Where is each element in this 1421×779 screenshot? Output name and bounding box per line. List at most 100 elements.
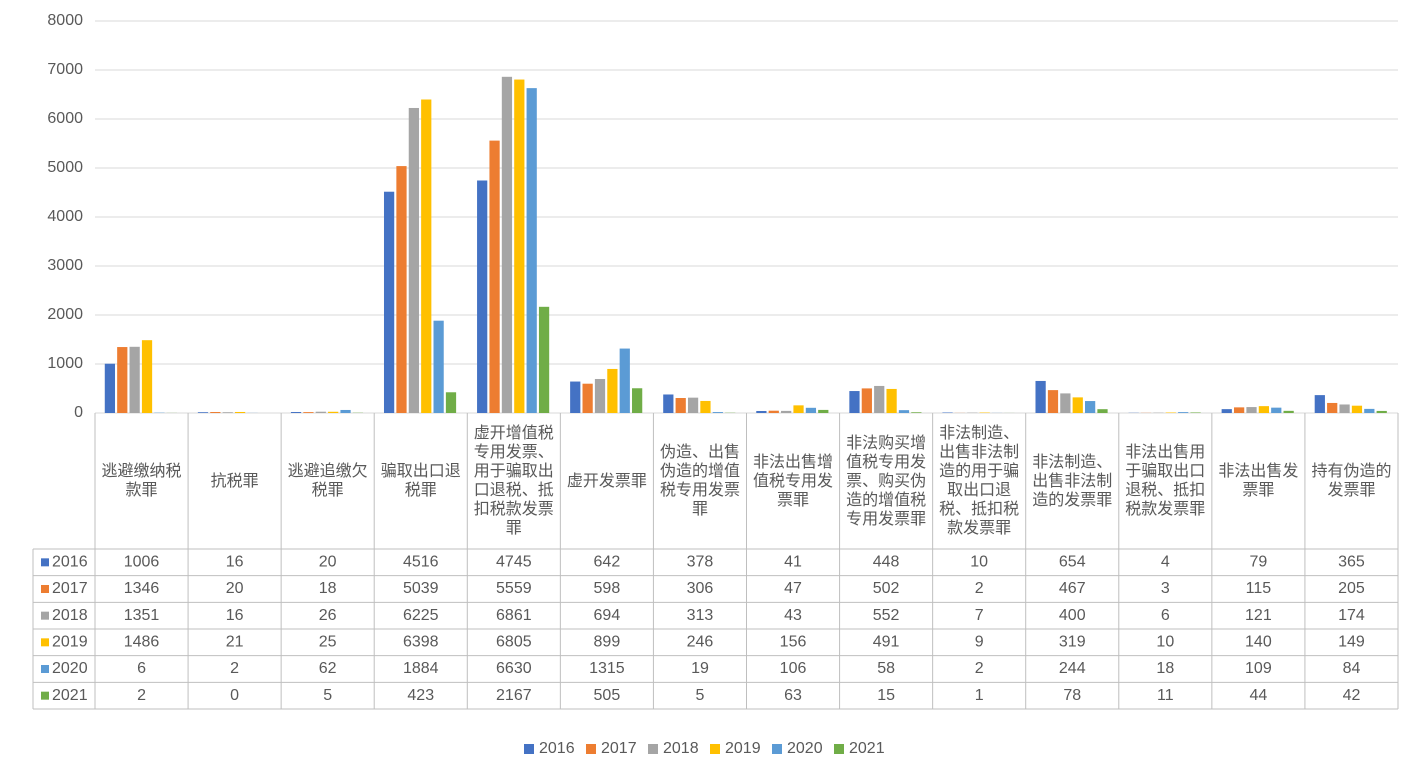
bar (197, 412, 209, 413)
table-value: 6225 (403, 607, 439, 624)
table-value: 3 (1161, 580, 1170, 597)
legend-label: 2017 (601, 740, 637, 757)
bar (898, 410, 910, 413)
table-value: 423 (407, 687, 434, 704)
table-value: 79 (1249, 554, 1267, 571)
bar (781, 410, 792, 413)
category-label: 伪造、出售伪造的增值税专用发票罪 (659, 444, 740, 518)
table-value: 6398 (403, 634, 439, 651)
legend-label: 2016 (52, 554, 88, 571)
table-value: 6861 (496, 607, 532, 624)
legend-key (586, 744, 596, 754)
bar (675, 398, 686, 413)
bar (768, 410, 779, 413)
table-value: 552 (873, 607, 900, 624)
legend-key (41, 691, 49, 700)
bar (328, 411, 339, 413)
table-value: 400 (1059, 607, 1086, 624)
table-value: 1486 (124, 634, 160, 651)
table-value: 4516 (403, 554, 439, 571)
bar (582, 383, 593, 413)
bar (408, 107, 419, 413)
table-value: 5 (696, 687, 705, 704)
table-value: 2 (137, 687, 146, 704)
table-value: 4 (1161, 554, 1170, 571)
table-value: 26 (319, 607, 337, 624)
legend-key (524, 744, 534, 754)
bar (526, 88, 537, 413)
table-value: 140 (1245, 634, 1272, 651)
table-value: 491 (873, 634, 900, 651)
bar (501, 76, 513, 413)
bar (1072, 397, 1083, 413)
bar (396, 166, 407, 413)
bar (340, 409, 351, 413)
y-tick-label: 7000 (47, 61, 83, 78)
bar (632, 388, 643, 413)
y-tick-label: 5000 (47, 159, 83, 176)
legend-label: 2018 (52, 607, 88, 624)
y-tick-label: 8000 (47, 12, 83, 29)
legend-label: 2017 (52, 580, 88, 597)
table-value: 313 (687, 607, 714, 624)
table-value: 42 (1343, 687, 1361, 704)
bar (886, 388, 897, 413)
table-value: 1315 (589, 660, 625, 677)
category-label: 非法制造、出售非法制造的发票罪 (1032, 453, 1113, 509)
table-value: 2 (230, 660, 239, 677)
legend-key (772, 744, 782, 754)
table-value: 41 (784, 554, 802, 571)
category-label: 虚开增值税专用发票、用于骗取出口退税、抵扣税款发票罪 (473, 425, 554, 537)
bar (234, 411, 246, 413)
table-value: 44 (1249, 687, 1267, 704)
legend-label: 2020 (787, 740, 823, 757)
table-value: 149 (1338, 634, 1365, 651)
bar (1364, 408, 1375, 413)
table-value: 19 (691, 660, 709, 677)
bar (1327, 402, 1338, 413)
bar (421, 99, 432, 414)
table-value: 9 (975, 634, 984, 651)
category-label: 非法出售用于骗取出口退税、抵扣税款发票罪 (1125, 444, 1206, 518)
table-value: 6805 (496, 634, 532, 651)
bar (1190, 412, 1201, 413)
table-value: 642 (594, 554, 621, 571)
table-value: 654 (1059, 554, 1086, 571)
category-label: 非法出售发票罪 (1218, 463, 1299, 499)
bar (1351, 405, 1363, 413)
bar (104, 363, 116, 413)
table-value: 365 (1338, 554, 1365, 571)
table-value: 502 (873, 580, 900, 597)
table-value: 0 (230, 687, 239, 704)
table-value: 121 (1245, 607, 1272, 624)
table-value: 1006 (124, 554, 160, 571)
table-value: 58 (877, 660, 895, 677)
table-value: 21 (226, 634, 244, 651)
bar (1085, 401, 1096, 413)
table-value: 4745 (496, 554, 532, 571)
bar (700, 400, 711, 413)
category-label: 非法购买增值税专用发票、购买伪造的增值税专用发票罪 (846, 434, 927, 528)
table-value: 7 (975, 607, 984, 624)
bar (538, 306, 550, 413)
category-label: 非法制造、出售非法制造的用于骗取出口退税、抵扣税款发票罪 (939, 425, 1020, 537)
table-value: 25 (319, 634, 337, 651)
table-value: 5039 (403, 580, 439, 597)
legend-label: 2016 (539, 740, 575, 757)
bar (445, 392, 457, 413)
table-value: 11 (1157, 687, 1174, 704)
table-value: 2 (975, 660, 984, 677)
table-value: 1351 (124, 607, 160, 624)
bar (1258, 406, 1270, 413)
table-value: 6 (1161, 607, 1170, 624)
table-value: 62 (319, 660, 337, 677)
bar (1314, 395, 1325, 413)
bar (911, 412, 922, 413)
category-label: 抗税罪 (210, 472, 259, 490)
table-value: 10 (1156, 634, 1174, 651)
bar (756, 410, 767, 413)
bar (1339, 404, 1350, 413)
bar (129, 346, 140, 413)
